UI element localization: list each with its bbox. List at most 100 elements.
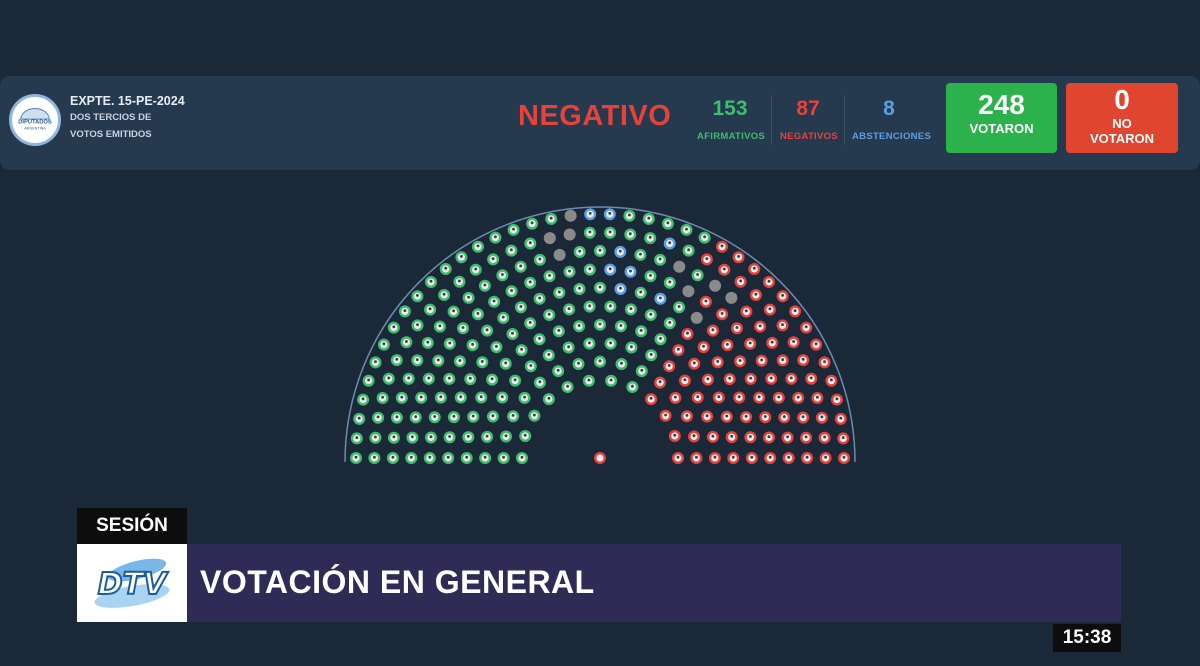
seat-afirmativo [543, 309, 556, 321]
seat-afirmativo [390, 354, 403, 367]
majority-type-line1: DOS TERCIOS DE [70, 112, 152, 123]
seat-afirmativo [475, 391, 488, 404]
seat-afirmativo [514, 301, 527, 314]
seat-negativo [749, 289, 762, 301]
seat-afirmativo [439, 263, 452, 275]
seat-afirmativo [386, 452, 399, 464]
seat-afirmativo [634, 286, 647, 299]
seat-afirmativo [644, 309, 657, 321]
seat-afirmativo [615, 358, 628, 370]
seat-afirmativo [433, 320, 446, 333]
seat-negativo [668, 430, 681, 442]
seat-afirmativo [471, 308, 484, 321]
seat-afirmativo [443, 431, 456, 444]
seat-afirmativo [422, 372, 435, 385]
seat-afirmativo [400, 336, 413, 349]
seat-negativo [731, 322, 743, 335]
majority-type-line2: VOTOS EMITIDOS [70, 129, 152, 140]
seat-afirmativo [661, 217, 674, 230]
seat-afirmativo [644, 232, 657, 245]
seat-afirmativo [594, 355, 606, 368]
dtv-logo-text: DTV [98, 567, 169, 602]
seat-afirmativo [421, 336, 434, 349]
seat-vacio [673, 260, 686, 273]
expediente-number: EXPTE. 15-PE-2024 [70, 94, 185, 108]
seat-negativo [754, 320, 767, 333]
seat-negativo [733, 391, 746, 404]
seat-afirmativo [411, 290, 424, 303]
seat-abstencion [654, 292, 667, 305]
seat-negativo [789, 305, 802, 318]
seat-afirmativo [644, 270, 657, 283]
seat-afirmativo [654, 253, 667, 266]
chamber-seat-map [344, 206, 856, 464]
seat-negativo [740, 411, 753, 424]
seat-negativo [716, 308, 729, 321]
abstenciones-label: ABSTENCIONES [852, 131, 932, 142]
seat-negativo [776, 354, 789, 367]
seat-negativo [755, 354, 768, 367]
seat-afirmativo [514, 260, 527, 273]
seat-negativo [690, 452, 703, 464]
seat-afirmativo [563, 303, 576, 316]
seat-afirmativo [505, 285, 518, 298]
seat-afirmativo [462, 431, 475, 444]
seat-afirmativo [481, 430, 494, 443]
seat-afirmativo [462, 291, 475, 304]
seat-negativo [763, 276, 775, 288]
seat-negativo [800, 431, 813, 444]
votaron-box: 248 VOTARON [946, 83, 1057, 153]
seat-negativo [700, 253, 713, 266]
seat-afirmativo [506, 328, 519, 340]
seat-afirmativo [533, 253, 546, 266]
seat-afirmativo [376, 392, 389, 404]
seat-negativo [718, 263, 731, 276]
seat-negativo [708, 452, 721, 464]
seat-negativo [745, 452, 758, 464]
seat-afirmativo [573, 283, 586, 295]
seat-afirmativo [411, 319, 424, 332]
seat-negativo [772, 391, 785, 404]
seat-vacio [709, 279, 722, 292]
seat-negativo [759, 411, 772, 424]
seat-afirmativo [486, 373, 499, 386]
seat-vacio [553, 248, 566, 261]
votaron-label: VOTARON [969, 121, 1034, 136]
seat-abstencion [584, 208, 597, 221]
abstenciones-count: 8 [883, 97, 895, 120]
seat-afirmativo [553, 286, 566, 299]
seat-negativo [725, 431, 738, 444]
seat-negativo [810, 338, 823, 351]
seat-afirmativo [497, 311, 510, 324]
seat-afirmativo [572, 358, 585, 370]
seat-negativo [764, 452, 777, 464]
seat-afirmativo [454, 391, 467, 404]
seat-negativo [797, 354, 810, 367]
seat-afirmativo [561, 381, 574, 393]
seat-afirmativo [387, 321, 400, 334]
no-votaron-label-1: NO [1112, 116, 1132, 131]
afirmativos-count: 153 [712, 97, 748, 120]
seat-afirmativo [469, 263, 482, 276]
seat-afirmativo [583, 263, 596, 276]
seat-afirmativo [409, 411, 422, 424]
seat-afirmativo [682, 244, 695, 257]
votaron-count: 248 [978, 89, 1025, 120]
seat-afirmativo [573, 320, 586, 333]
seat-afirmativo [624, 228, 637, 241]
seat-afirmativo [425, 431, 437, 444]
seat-afirmativo [423, 452, 436, 464]
seat-negativo [748, 263, 761, 275]
seat-negativo [706, 430, 719, 443]
seat-afirmativo [486, 410, 499, 423]
seat-afirmativo [443, 337, 456, 350]
seat-afirmativo [563, 265, 576, 278]
seat-afirmativo [542, 349, 555, 362]
no-votaron-label-2: VOTARON [1089, 131, 1155, 146]
seat-negativo [688, 430, 700, 443]
seat-negativo [819, 452, 832, 464]
seat-afirmativo [372, 411, 385, 424]
seat-negativo [672, 452, 684, 464]
seat-afirmativo [377, 338, 390, 351]
seat-afirmativo [455, 251, 468, 264]
